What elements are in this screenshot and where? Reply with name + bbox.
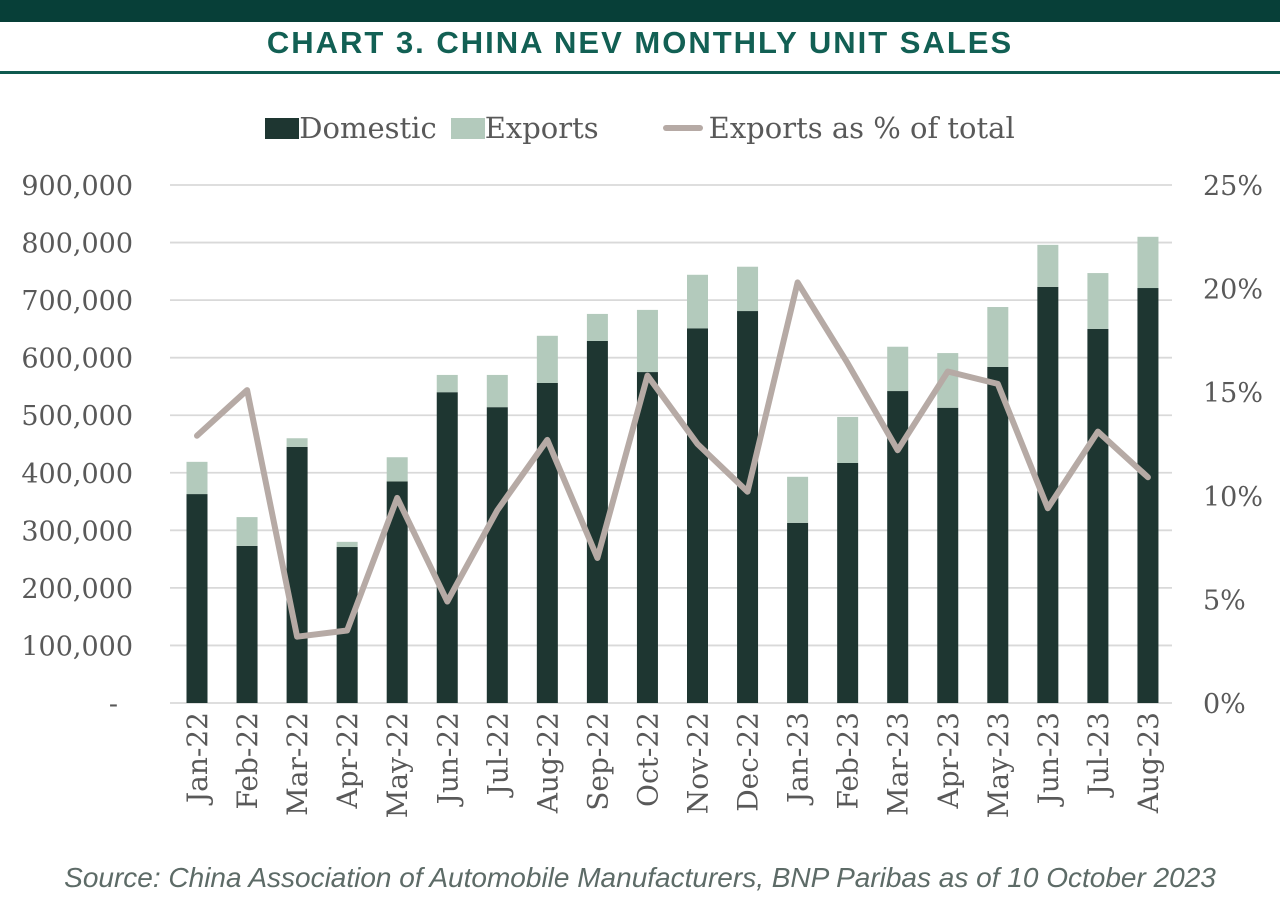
x-axis-label: Mar-22 [281, 712, 314, 816]
x-axis-label: Mar-23 [882, 712, 915, 816]
bar-domestic [1137, 288, 1159, 703]
bar-exports [1137, 236, 1159, 289]
x-axis-label: May-23 [982, 712, 1015, 818]
bar-exports [837, 416, 859, 463]
bar-domestic [236, 545, 258, 703]
bar-domestic [987, 366, 1009, 703]
y-axis-left-label: 800,000 [21, 229, 133, 260]
bar-domestic [737, 311, 759, 703]
bar-exports [937, 353, 959, 408]
legend-item-exports: Exports [450, 110, 599, 145]
line-swatch-icon [662, 125, 703, 131]
bar-exports [386, 457, 408, 482]
x-axis-label: Jun-23 [1032, 712, 1065, 807]
y-axis-left-label: 700,000 [21, 286, 133, 317]
y-axis-left-label: 600,000 [21, 344, 133, 375]
top-banner [0, 0, 1280, 22]
legend-label-exports-pct: Exports as % of total [708, 110, 1015, 145]
x-axis-label: May-22 [381, 712, 414, 818]
bar-exports [1037, 244, 1059, 287]
exports-pct-line [194, 279, 1151, 640]
bar-exports [887, 346, 909, 392]
x-axis-label: Jun-22 [431, 712, 464, 807]
x-axis-label: Feb-23 [832, 712, 865, 809]
domestic-swatch-icon [265, 117, 300, 139]
bar-exports [286, 438, 308, 447]
bar-exports [1087, 273, 1109, 329]
x-axis-label: Oct-22 [631, 712, 664, 807]
x-axis-label: Jan-23 [782, 712, 815, 806]
bar-domestic [586, 340, 608, 703]
bar-domestic [687, 328, 708, 703]
x-axis-label: Dec-22 [732, 712, 765, 812]
y-axis-right-label: 10% [1203, 482, 1263, 513]
bar-exports [687, 274, 708, 329]
bar-domestic [937, 407, 959, 703]
exports-swatch-icon [450, 117, 485, 139]
x-axis-label: Jan-22 [181, 712, 214, 806]
legend-label-domestic: Domestic [299, 110, 437, 145]
legend-label-exports: Exports [484, 110, 599, 145]
x-axis-label: Apr-23 [932, 712, 965, 810]
y-axis-right-label: 25% [1203, 171, 1263, 202]
bar-exports [737, 266, 759, 312]
legend-item-domestic: Domestic [265, 110, 437, 145]
y-axis-left-label: 100,000 [21, 631, 133, 662]
bar-exports [636, 309, 658, 373]
bar-domestic [486, 407, 508, 703]
bar-exports [787, 476, 809, 523]
bar-domestic [787, 522, 809, 703]
bar-exports [536, 335, 558, 383]
x-axis-label: Nov-22 [682, 712, 715, 814]
y-axis-left-label: - [109, 689, 118, 720]
chart-legend: Domestic Exports Exports as % of total [0, 108, 1280, 148]
bar-exports [186, 461, 208, 495]
y-axis-left-label: 900,000 [21, 171, 133, 202]
x-axis-label: Sep-22 [581, 712, 614, 811]
y-axis-right-label: 15% [1203, 378, 1263, 409]
y-axis-left-label: 200,000 [21, 574, 133, 605]
x-axis-label: Jul-23 [1082, 712, 1115, 798]
bar-exports [436, 374, 458, 393]
x-axis-label: Aug-23 [1132, 712, 1165, 814]
bar-domestic [536, 382, 558, 703]
bar-domestic [636, 372, 658, 703]
bar-domestic [1087, 328, 1109, 703]
bar-exports [987, 307, 1009, 367]
bar-exports [236, 517, 258, 546]
bar-domestic [837, 462, 859, 703]
y-axis-right-label: 20% [1203, 275, 1263, 306]
bar-exports [586, 313, 608, 341]
legend-item-exports-pct: Exports as % of total [662, 110, 1015, 145]
y-axis-left-label: 300,000 [21, 516, 133, 547]
bar-domestic [186, 494, 208, 703]
page-title: CHART 3. CHINA NEV MONTHLY UNIT SALES [266, 25, 1014, 60]
bar-exports [336, 541, 358, 548]
x-axis-label: Feb-22 [231, 712, 264, 809]
source-note: Source: China Association of Automobile … [64, 862, 1216, 893]
y-axis-left-label: 400,000 [21, 459, 133, 490]
bar-domestic [286, 446, 308, 703]
bar-domestic [887, 391, 909, 703]
x-axis-label: Jul-22 [481, 712, 514, 798]
x-axis-label: Aug-22 [531, 712, 564, 814]
y-axis-right-label: 5% [1203, 585, 1246, 616]
bar-domestic [1037, 286, 1059, 703]
y-axis-right-label: 0% [1203, 689, 1246, 720]
bar-domestic [436, 392, 458, 703]
x-axis-label: Apr-22 [331, 712, 364, 810]
title-divider [0, 71, 1280, 74]
y-axis-left-label: 500,000 [21, 401, 133, 432]
bar-domestic [386, 481, 408, 703]
bar-exports [486, 374, 508, 408]
